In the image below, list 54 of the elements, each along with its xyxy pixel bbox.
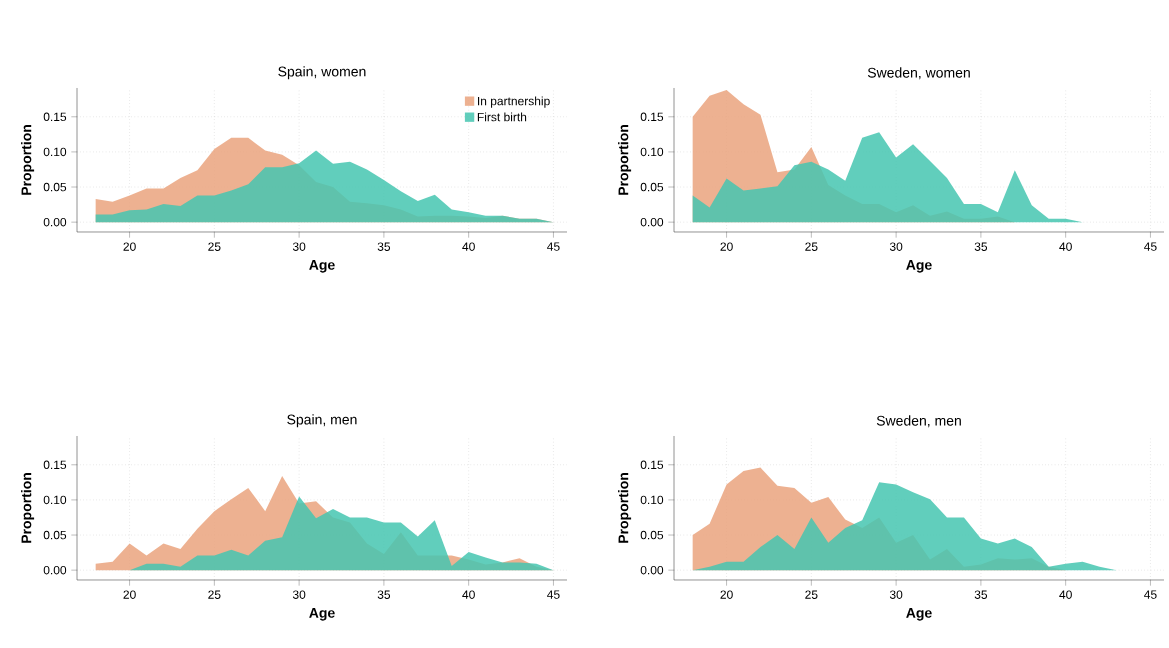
x-tick-label: 35 — [974, 590, 988, 599]
y-tick-label: 0.00 — [640, 565, 664, 575]
y-tick-label: 0.10 — [43, 147, 67, 157]
y-tick-label: 0.15 — [640, 112, 664, 122]
x-tick-label: 35 — [974, 242, 988, 251]
y-tick-label: 0.10 — [640, 147, 664, 157]
y-tick-label: 0.15 — [640, 460, 664, 470]
y-tick-label: 0.05 — [640, 530, 664, 540]
x-tick-label: 25 — [208, 590, 221, 599]
x-tick-label: 35 — [377, 242, 391, 251]
x-tick-label: 25 — [805, 590, 818, 599]
x-tick-label: 40 — [1059, 590, 1072, 599]
x-axis-title: Age — [906, 608, 932, 621]
x-tick-label: 25 — [208, 242, 221, 251]
y-tick-label: 0.00 — [43, 565, 67, 575]
legend-label: In partnership — [478, 96, 550, 108]
x-tick-label: 20 — [123, 590, 136, 599]
x-tick-label: 30 — [292, 242, 306, 251]
x-tick-label: 45 — [547, 242, 560, 251]
y-tick-label: 0.15 — [43, 460, 67, 470]
x-tick-label: 45 — [1144, 590, 1157, 599]
y-axis-title: Proportion — [618, 125, 632, 195]
x-axis-title: Age — [906, 260, 932, 273]
chart-title: Sweden, men — [876, 415, 961, 428]
y-axis-title: Proportion — [21, 125, 35, 195]
y-tick-label: 0.10 — [640, 495, 664, 505]
x-tick-label: 20 — [720, 242, 733, 251]
y-tick-label: 0.05 — [43, 530, 67, 540]
y-tick-label: 0.00 — [43, 217, 67, 227]
x-tick-label: 30 — [889, 242, 903, 251]
x-tick-label: 30 — [292, 590, 306, 599]
x-axis-title: Age — [309, 608, 335, 621]
chart-title: Sweden, women — [867, 67, 970, 80]
x-tick-label: 20 — [720, 590, 733, 599]
x-tick-label: 45 — [1144, 242, 1157, 251]
x-tick-label: 40 — [1059, 242, 1072, 251]
y-axis-title: Proportion — [21, 473, 35, 543]
x-tick-label: 40 — [462, 590, 475, 599]
legend-label: First birth — [477, 112, 527, 122]
y-tick-label: 0.05 — [43, 182, 67, 192]
x-tick-label: 30 — [889, 590, 903, 599]
y-tick-label: 0.10 — [43, 495, 67, 505]
x-tick-label: 20 — [123, 242, 136, 251]
y-tick-label: 0.15 — [43, 112, 67, 122]
chart-title: Spain, women — [278, 66, 366, 80]
y-tick-label: 0.05 — [640, 182, 664, 192]
x-axis-title: Age — [309, 260, 335, 273]
y-tick-label: 0.00 — [640, 217, 664, 227]
y-axis-title: Proportion — [618, 473, 632, 543]
x-tick-label: 40 — [462, 242, 475, 251]
x-tick-label: 45 — [547, 590, 560, 599]
chart-title: Spain, men — [287, 414, 357, 428]
x-tick-label: 35 — [377, 590, 391, 599]
x-tick-label: 25 — [805, 242, 818, 251]
